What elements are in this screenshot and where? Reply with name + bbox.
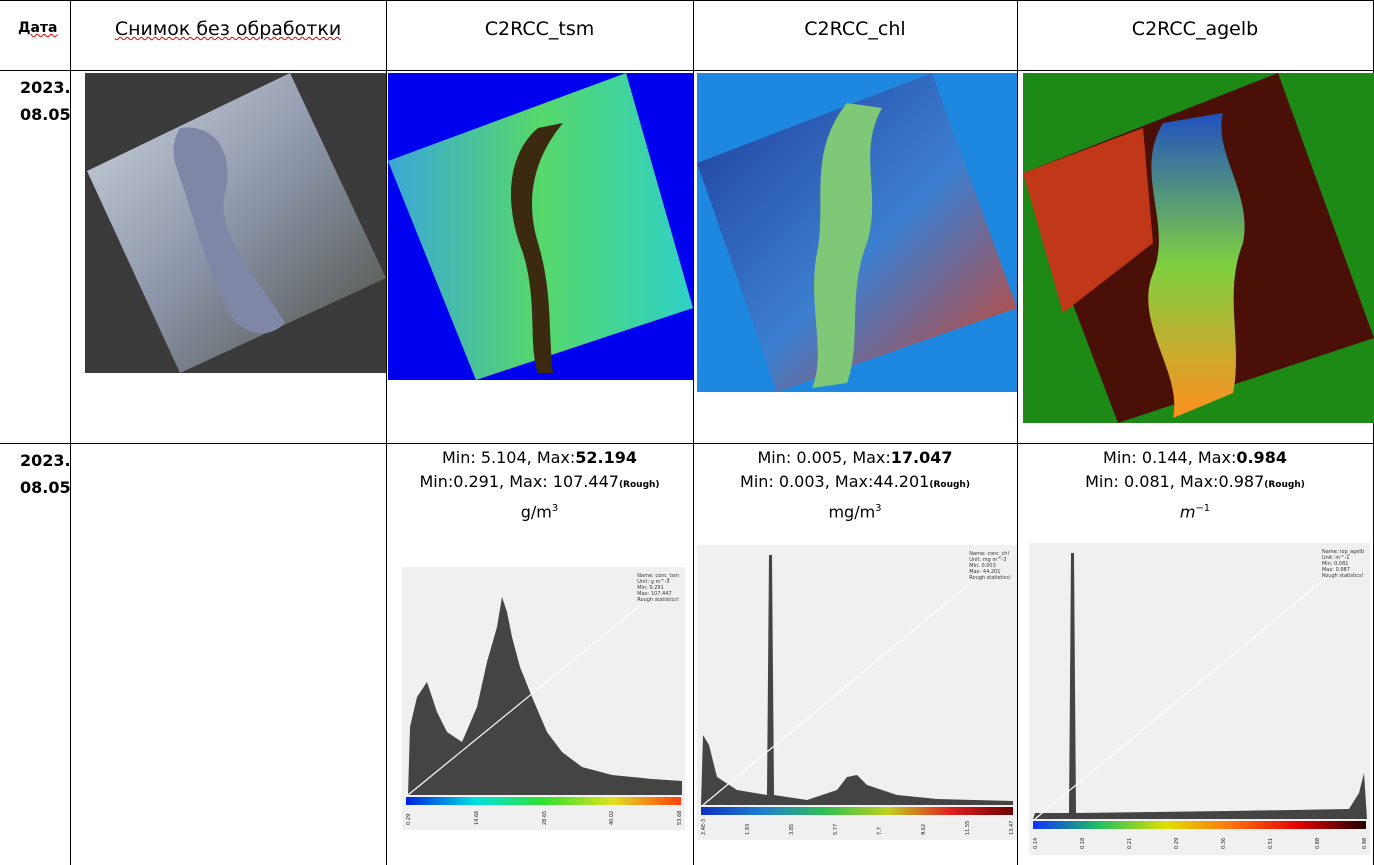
- diagonal: [703, 563, 995, 805]
- stats-text: Min: 0.081, Max:0.987: [1085, 472, 1264, 491]
- stats-text: Min:0.291, Max: 107.447: [419, 472, 618, 491]
- colorbar-tick: 0.29: [406, 814, 412, 825]
- header-cell: Снимок без обработки: [70, 18, 386, 40]
- raw-image: [85, 73, 386, 373]
- colorbar: [1033, 821, 1366, 829]
- unit-exp: −1: [1195, 503, 1210, 514]
- colorbar-tick: 0.51: [1268, 838, 1274, 849]
- stats-line: Min: 0.144, Max:0.984: [1017, 446, 1373, 470]
- date-line: 2023.: [20, 447, 71, 474]
- stats-line: Min:0.291, Max: 107.447(Rough): [386, 470, 693, 497]
- info-line: Rough statistics!: [637, 597, 679, 603]
- date-line: 2023.: [20, 74, 71, 101]
- stats-line: Min: 0.003, Max:44.201(Rough): [693, 470, 1017, 497]
- unit-exp: 3: [875, 503, 881, 514]
- colorbar-tick: 14.66: [474, 811, 480, 825]
- stats-line: Min: 0.005, Max:17.047: [693, 446, 1017, 470]
- stats-note: (Rough): [929, 480, 970, 490]
- colorbar-tick: 2.4E-3: [701, 819, 707, 835]
- agelb-image: [1023, 73, 1374, 423]
- stats-text: Min: 0.005, Max:: [757, 448, 890, 467]
- unit-base: mg/m: [828, 502, 875, 521]
- colorbar: [701, 807, 1013, 815]
- info-line: Rough statistics!: [1322, 573, 1364, 579]
- date-line: 08.05: [20, 101, 71, 128]
- header-cell: C2RCC_agelb: [1017, 18, 1373, 40]
- colorbar-tick: 0.14: [1033, 838, 1039, 849]
- stats-text: Min: 0.003, Max:44.201: [740, 472, 929, 491]
- date: 2023.08.05: [20, 74, 71, 128]
- stats-line: Min: 5.104, Max:52.194: [386, 446, 693, 470]
- colorbar-tick: 0.21: [1127, 838, 1133, 849]
- colorbar-tick: 0.98: [1362, 838, 1368, 849]
- info-line: Rough statistics!: [969, 575, 1011, 581]
- colorbar-tick: 5.77: [833, 824, 839, 835]
- histogram-plot: [697, 545, 1017, 840]
- stats-bold: 17.047: [891, 448, 953, 467]
- rule: [386, 0, 387, 865]
- colorbar-tick: 11.55: [965, 821, 971, 835]
- histogram-bars: [408, 597, 682, 795]
- chl-image: [697, 73, 1017, 392]
- stats-note: (Rough): [619, 480, 660, 490]
- histogram-plot: [1029, 543, 1370, 855]
- rule: [0, 443, 1374, 444]
- stats-note: (Rough): [1264, 480, 1305, 490]
- colorbar-tick: 9.62: [921, 824, 927, 835]
- unit: g/m3: [386, 497, 693, 524]
- unit-base: m: [1180, 502, 1196, 521]
- unit-exp: 3: [552, 503, 558, 514]
- colorbar-tick: 0.36: [1221, 838, 1227, 849]
- colorbar: [406, 797, 681, 805]
- date-line: 08.05: [20, 474, 71, 501]
- date: 2023.08.05: [20, 447, 71, 501]
- colorbar-tick: 0.88: [1315, 838, 1321, 849]
- rule: [0, 70, 1374, 71]
- colorbar-tick: 13.47: [1009, 821, 1015, 835]
- colorbar-tick: 53.68: [677, 811, 683, 825]
- unit: mg/m3: [693, 497, 1017, 524]
- unit-base: g/m: [521, 502, 552, 521]
- page: Дата Снимок без обработки C2RCC_tsm C2RC…: [0, 0, 1374, 865]
- histogram-plot: [402, 567, 685, 830]
- colorbar-tick: 1.93: [745, 824, 751, 835]
- colorbar-tick: 0.29: [1174, 838, 1180, 849]
- colorbar-tick: 7.7: [877, 827, 883, 835]
- stats-line: Min: 0.081, Max:0.987(Rough): [1017, 470, 1373, 497]
- tsm-image: [388, 73, 693, 380]
- rule: [693, 0, 694, 865]
- stats-bold: 52.194: [575, 448, 637, 467]
- header-cell: C2RCC_chl: [693, 18, 1017, 40]
- header-cell: C2RCC_tsm: [386, 18, 693, 40]
- rule: [70, 0, 71, 865]
- colorbar-tick: 3.85: [789, 824, 795, 835]
- rule: [1017, 0, 1018, 865]
- colorbar-tick: 40.02: [609, 811, 615, 825]
- header-text: Снимок без обработки: [115, 18, 341, 40]
- unit: m−1: [1017, 497, 1373, 524]
- stats-bold: 0.984: [1236, 448, 1287, 467]
- stats-text: Min: 0.144, Max:: [1103, 448, 1236, 467]
- colorbar-tick: 0.18: [1080, 838, 1086, 849]
- diagonal: [1035, 561, 1346, 819]
- stats-text: Min: 5.104, Max:: [442, 448, 575, 467]
- header-cell: Дата: [18, 20, 57, 36]
- rule: [0, 0, 1374, 1]
- colorbar-tick: 28.65: [542, 811, 548, 825]
